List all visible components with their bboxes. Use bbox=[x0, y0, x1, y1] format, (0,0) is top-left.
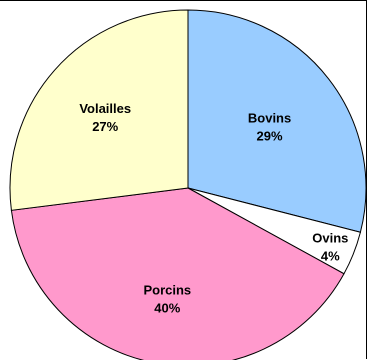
slice-value-volailles: 27% bbox=[92, 119, 118, 134]
pie-slices bbox=[9, 9, 367, 360]
slice-label-ovins: Ovins bbox=[312, 230, 348, 245]
pie-labels: Bovins 29% Ovins 4% Porcins 40% Volailles 27% bbox=[79, 101, 348, 315]
slice-value-bovins: 29% bbox=[257, 129, 283, 144]
pie-slice-volailles bbox=[9, 9, 189, 211]
slice-label-bovins: Bovins bbox=[248, 111, 291, 126]
slice-label-volailles: Volailles bbox=[79, 101, 131, 116]
pie-slice-porcins bbox=[10, 187, 345, 360]
slice-value-ovins: 4% bbox=[321, 248, 340, 263]
slice-label-porcins: Porcins bbox=[143, 282, 191, 297]
pie-slice-bovins bbox=[187, 9, 367, 233]
slice-value-porcins: 40% bbox=[154, 300, 180, 315]
